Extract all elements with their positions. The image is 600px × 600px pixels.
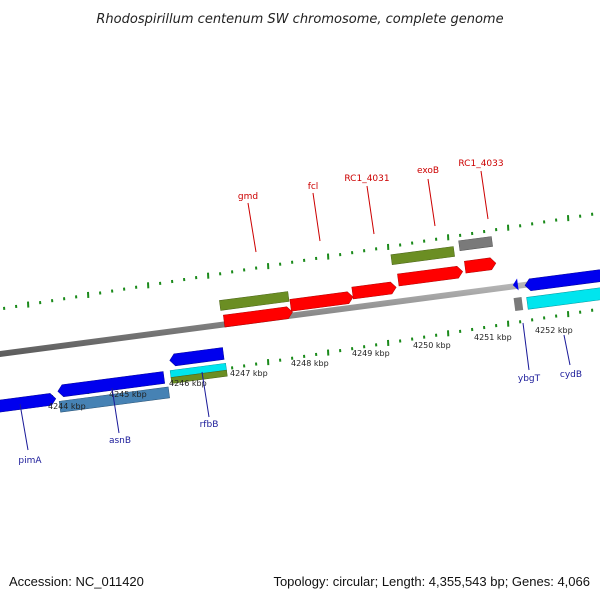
gene-label-exob[interactable]: exoB	[417, 166, 439, 176]
ruler-label-4247: 4247 kbp	[230, 369, 268, 378]
gene-label-rfbb[interactable]: rfbB	[200, 420, 219, 430]
ruler-label-4251: 4251 kbp	[474, 333, 512, 342]
feature-exoB-olive[interactable]	[390, 246, 455, 265]
leader-fcl	[312, 192, 321, 242]
leader-rc1-4033	[480, 170, 489, 220]
leader-cydb	[563, 334, 571, 366]
feature-asnb-blue[interactable]	[57, 371, 166, 397]
ruler-label-4252: 4252 kbp	[535, 326, 573, 335]
feature-cydb[interactable]	[526, 285, 600, 310]
feature-exoB[interactable]	[397, 265, 463, 287]
feature-ybgt[interactable]	[512, 278, 519, 291]
chromosome-backbone	[0, 272, 600, 357]
gene-label-gmd[interactable]: gmd	[238, 192, 258, 202]
bottom-gene-labels	[19, 322, 571, 451]
forward-strand-features	[219, 236, 497, 328]
feature-pima[interactable]	[0, 393, 57, 413]
accession-text: Accession: NC_011420	[9, 574, 144, 589]
ruler-label-4246: 4246 kbp	[169, 379, 207, 388]
gene-label-fcl[interactable]: fcl	[308, 182, 319, 192]
feature-rfbb[interactable]	[170, 369, 228, 384]
leader-exob	[427, 178, 436, 227]
leader-gmd	[247, 202, 257, 253]
leader-rfbb	[201, 371, 210, 418]
feature-rc1-4033[interactable]	[464, 257, 497, 274]
gene-label-pima[interactable]: pimA	[18, 456, 42, 466]
feature-ybgt-gray[interactable]	[513, 297, 524, 311]
feature-fcl[interactable]	[289, 291, 354, 312]
ruler-label-4248: 4248 kbp	[291, 359, 329, 368]
gene-label-rc1-4031[interactable]: RC1_4031	[344, 174, 389, 184]
topology-text: Topology: circular; Length: 4,355,543 bp…	[273, 574, 590, 589]
leader-rc1-4031	[366, 185, 375, 235]
feature-gmd-olive[interactable]	[219, 291, 290, 311]
leader-asnb	[111, 387, 120, 434]
top-gene-labels	[247, 170, 489, 253]
ruler-label-4244: 4244 kbp	[48, 402, 86, 411]
gene-label-asnb[interactable]: asnB	[109, 436, 131, 446]
feature-cydb-blue[interactable]	[524, 266, 600, 292]
gene-label-cydb[interactable]: cydB	[560, 370, 582, 380]
gene-label-rc1-4033[interactable]: RC1_4033	[458, 159, 503, 169]
leader-ybgt	[522, 322, 530, 371]
feature-rc1-4033-gray[interactable]	[458, 236, 493, 251]
leader-pima	[19, 403, 29, 451]
ruler-label-4250: 4250 kbp	[413, 341, 451, 350]
map-title: Rhodospirillum centenum SW chromosome, c…	[96, 12, 503, 27]
ruler-label-4249: 4249 kbp	[352, 349, 390, 358]
gene-label-ybgt[interactable]: ybgT	[518, 374, 541, 384]
ruler-label-4245: 4245 kbp	[109, 390, 147, 399]
feature-rfbb-blue[interactable]	[169, 347, 225, 367]
feature-gmd[interactable]	[223, 306, 293, 328]
outer-tick-row	[3, 212, 594, 310]
feature-rc1-4031[interactable]	[351, 281, 397, 300]
